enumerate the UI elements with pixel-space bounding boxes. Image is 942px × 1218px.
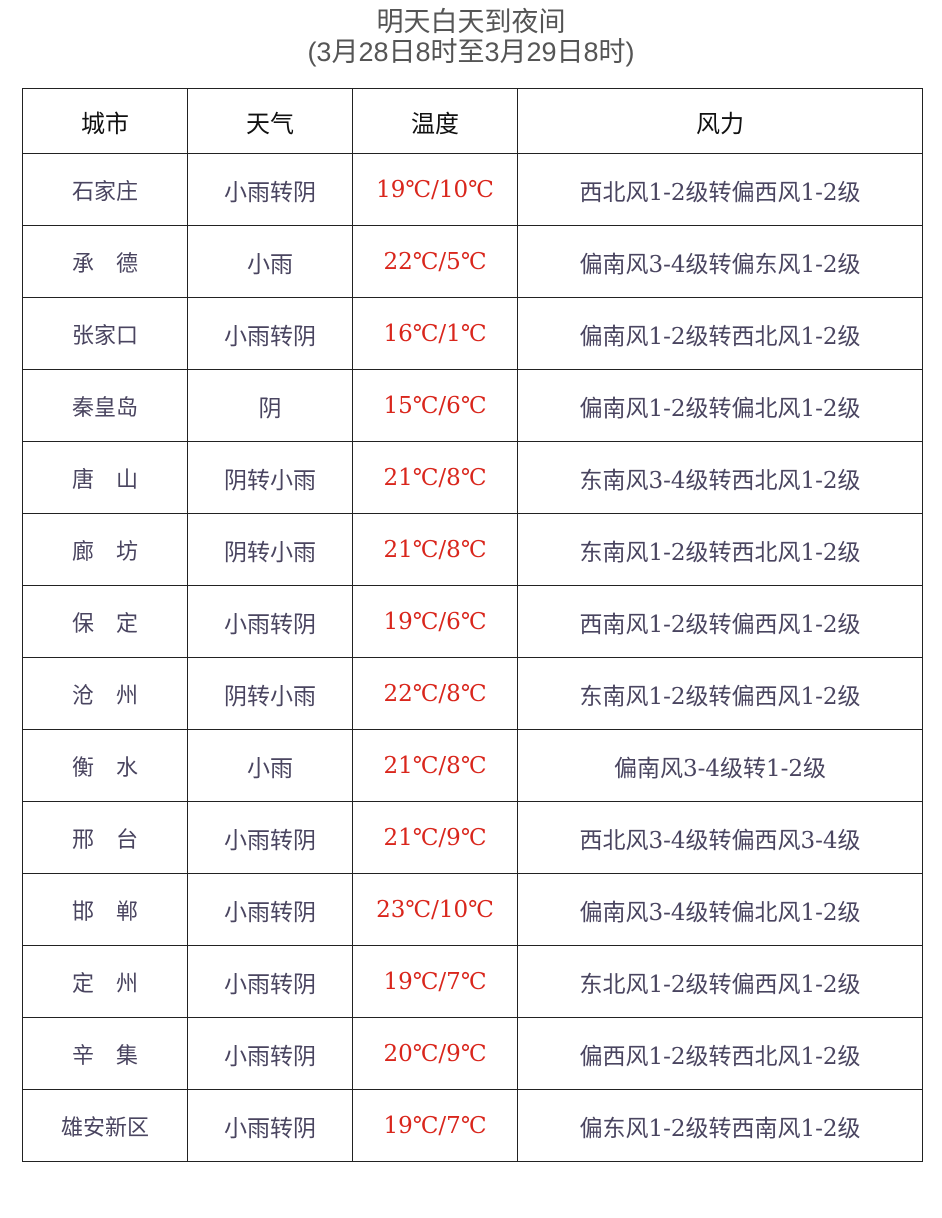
- weather-cell: 小雨转阴: [187, 1017, 353, 1090]
- city-cell: 衡 水: [22, 729, 188, 802]
- weather-cell: 小雨转阴: [187, 801, 353, 874]
- temperature-cell: 19℃/10℃: [352, 153, 518, 226]
- table-row: 廊 坊阴转小雨 21℃/8℃ 东南风1-2级转西北风1-2级: [22, 513, 923, 586]
- wind-cell: 偏南风3-4级转1-2级: [517, 729, 923, 802]
- city-cell: 唐 山: [22, 441, 188, 514]
- table-row: 沧 州阴转小雨 22℃/8℃ 东南风1-2级转偏西风1-2级: [22, 657, 923, 730]
- weather-cell: 小雨转阴: [187, 873, 353, 946]
- wind-cell: 偏南风3-4级转偏北风1-2级: [517, 873, 923, 946]
- temperature-cell: 21℃/8℃: [352, 441, 518, 514]
- wind-cell: 西北风1-2级转偏西风1-2级: [517, 153, 923, 226]
- weather-cell: 阴转小雨: [187, 513, 353, 586]
- wind-cell: 偏南风3-4级转偏东风1-2级: [517, 225, 923, 298]
- weather-cell: 小雨转阴: [187, 153, 353, 226]
- table-row: 邯 郸小雨转阴 23℃/10℃ 偏南风3-4级转偏北风1-2级: [22, 873, 923, 946]
- wind-cell: 偏南风1-2级转西北风1-2级: [517, 297, 923, 370]
- city-cell: 沧 州: [22, 657, 188, 730]
- temperature-cell: 22℃/8℃: [352, 657, 518, 730]
- city-cell: 保 定: [22, 585, 188, 658]
- temperature-cell: 21℃/8℃: [352, 729, 518, 802]
- page-title: 明天白天到夜间: [376, 7, 566, 37]
- wind-cell: 东北风1-2级转偏西风1-2级: [517, 945, 923, 1018]
- weather-cell: 小雨转阴: [187, 945, 353, 1018]
- table-row: 唐 山阴转小雨 21℃/8℃ 东南风3-4级转西北风1-2级: [22, 441, 923, 514]
- temperature-cell: 22℃/5℃: [352, 225, 518, 298]
- temperature-cell: 19℃/7℃: [352, 945, 518, 1018]
- wind-cell: 偏南风1-2级转偏北风1-2级: [517, 369, 923, 442]
- city-cell: 石家庄: [22, 153, 188, 226]
- city-cell: 雄安新区: [22, 1089, 188, 1162]
- weather-cell: 小雨转阴: [187, 585, 353, 658]
- table-row: 石家庄 小雨转阴 19℃/10℃ 西北风1-2级转偏西风1-2级: [22, 153, 923, 226]
- table-row: 邢 台小雨转阴 21℃/9℃ 西北风3-4级转偏西风3-4级: [22, 801, 923, 874]
- weather-cell: 阴转小雨: [187, 441, 353, 514]
- temperature-cell: 16℃/1℃: [352, 297, 518, 370]
- header-city: 城市: [22, 88, 188, 154]
- table-row: 张家口 小雨转阴 16℃/1℃ 偏南风1-2级转西北风1-2级: [22, 297, 923, 370]
- temperature-cell: 19℃/7℃: [352, 1089, 518, 1162]
- table-row: 保 定小雨转阴 19℃/6℃ 西南风1-2级转偏西风1-2级: [22, 585, 923, 658]
- temperature-cell: 23℃/10℃: [352, 873, 518, 946]
- header-weather: 天气: [187, 88, 353, 154]
- table-row: 承 德小雨 22℃/5℃ 偏南风3-4级转偏东风1-2级: [22, 225, 923, 298]
- wind-cell: 东南风1-2级转西北风1-2级: [517, 513, 923, 586]
- city-cell: 定 州: [22, 945, 188, 1018]
- city-cell: 邯 郸: [22, 873, 188, 946]
- weather-cell: 小雨: [187, 729, 353, 802]
- weather-cell: 小雨: [187, 225, 353, 298]
- temperature-cell: 20℃/9℃: [352, 1017, 518, 1090]
- temperature-cell: 15℃/6℃: [352, 369, 518, 442]
- table-row: 衡 水小雨 21℃/8℃ 偏南风3-4级转1-2级: [22, 729, 923, 802]
- weather-cell: 阴: [187, 369, 353, 442]
- header-wind: 风力: [517, 88, 923, 154]
- wind-cell: 西南风1-2级转偏西风1-2级: [517, 585, 923, 658]
- city-cell: 秦皇岛: [22, 369, 188, 442]
- wind-cell: 偏东风1-2级转西南风1-2级: [517, 1089, 923, 1162]
- table-row: 定 州小雨转阴 19℃/7℃ 东北风1-2级转偏西风1-2级: [22, 945, 923, 1018]
- weather-cell: 小雨转阴: [187, 297, 353, 370]
- city-cell: 邢 台: [22, 801, 188, 874]
- city-cell: 张家口: [22, 297, 188, 370]
- weather-cell: 小雨转阴: [187, 1089, 353, 1162]
- city-cell: 辛 集: [22, 1017, 188, 1090]
- wind-cell: 东南风1-2级转偏西风1-2级: [517, 657, 923, 730]
- table-row: 辛 集小雨转阴 20℃/9℃ 偏西风1-2级转西北风1-2级: [22, 1017, 923, 1090]
- page-subtitle: (3月28日8时至3月29日8时): [307, 37, 635, 67]
- table-header-row: 城市 天气 温度 风力: [22, 88, 923, 154]
- wind-cell: 偏西风1-2级转西北风1-2级: [517, 1017, 923, 1090]
- wind-cell: 西北风3-4级转偏西风3-4级: [517, 801, 923, 874]
- city-cell: 廊 坊: [22, 513, 188, 586]
- table-row: 秦皇岛阴 15℃/6℃ 偏南风1-2级转偏北风1-2级: [22, 369, 923, 442]
- temperature-cell: 19℃/6℃: [352, 585, 518, 658]
- forecast-table: 城市 天气 温度 风力 石家庄 小雨转阴 19℃/10℃ 西北风1-2级转偏西风1-2…: [22, 88, 923, 1162]
- weather-cell: 阴转小雨: [187, 657, 353, 730]
- wind-cell: 东南风3-4级转西北风1-2级: [517, 441, 923, 514]
- temperature-cell: 21℃/9℃: [352, 801, 518, 874]
- table-row: 雄安新区 小雨转阴 19℃/7℃ 偏东风1-2级转西南风1-2级: [22, 1089, 923, 1162]
- city-cell: 承 德: [22, 225, 188, 298]
- header-temperature: 温度: [352, 88, 518, 154]
- temperature-cell: 21℃/8℃: [352, 513, 518, 586]
